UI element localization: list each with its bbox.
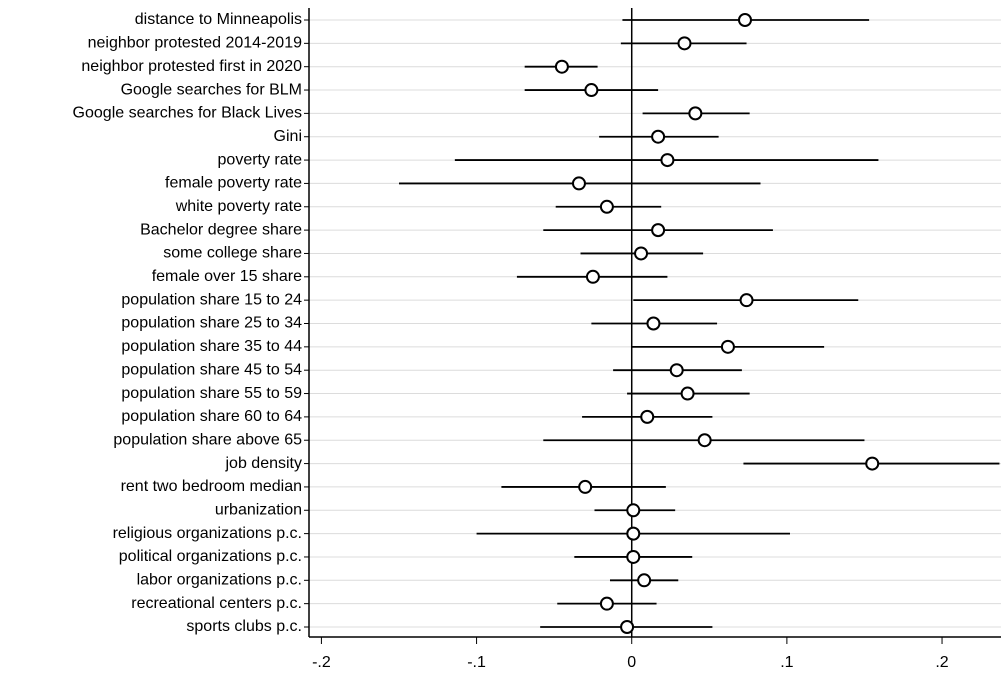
x-tick-label: -.2 <box>312 654 331 671</box>
point-estimate <box>634 246 649 261</box>
y-tick-label: population share 45 to 54 <box>121 361 302 378</box>
point-estimate <box>677 36 692 51</box>
y-tick-label: Google searches for BLM <box>121 81 302 98</box>
point-estimate <box>599 596 614 611</box>
point-estimate <box>571 176 586 191</box>
y-tick-label: white poverty rate <box>175 198 302 215</box>
point-estimate <box>720 339 735 354</box>
point-estimate <box>584 83 599 98</box>
point-estimate <box>651 129 666 144</box>
y-tick-label: neighbor protested 2014-2019 <box>88 35 302 52</box>
point-estimate <box>626 549 641 564</box>
y-tick-label: Google searches for Black Lives <box>73 105 302 122</box>
point-estimate <box>865 456 880 471</box>
point-estimate <box>646 316 661 331</box>
point-estimate <box>739 293 754 308</box>
y-tick-label: distance to Minneapolis <box>135 11 302 28</box>
y-tick-label: sports clubs p.c. <box>186 618 302 635</box>
point-estimate <box>554 59 569 74</box>
point-estimate <box>680 386 695 401</box>
x-tick-label: .1 <box>780 654 793 671</box>
y-tick-label: urbanization <box>215 501 302 518</box>
y-tick-label: female over 15 share <box>152 268 302 285</box>
y-tick-label: population share 15 to 24 <box>121 291 302 308</box>
y-tick-label: neighbor protested first in 2020 <box>81 58 302 75</box>
y-tick-label: population share 55 to 59 <box>121 385 302 402</box>
point-estimate <box>578 479 593 494</box>
point-estimate <box>626 526 641 541</box>
point-estimate <box>651 223 666 238</box>
x-tick-label: .2 <box>935 654 948 671</box>
y-tick-label: population share 25 to 34 <box>121 315 302 332</box>
y-tick-label: political organizations p.c. <box>119 548 302 565</box>
y-tick-label: some college share <box>163 245 302 262</box>
y-tick-label: Gini <box>274 128 302 145</box>
point-estimate <box>640 409 655 424</box>
y-tick-label: labor organizations p.c. <box>137 572 302 589</box>
y-tick-label: population share 35 to 44 <box>121 338 302 355</box>
point-estimate <box>626 503 641 518</box>
point-estimate <box>697 433 712 448</box>
point-estimate <box>737 13 752 27</box>
x-tick-label: -.1 <box>467 654 486 671</box>
point-estimate <box>669 363 684 378</box>
y-tick-label: religious organizations p.c. <box>113 525 302 542</box>
y-tick-label: population share above 65 <box>113 431 302 448</box>
y-tick-label: recreational centers p.c. <box>131 595 302 612</box>
point-estimate <box>585 269 600 284</box>
y-tick-label: rent two bedroom median <box>121 478 302 495</box>
y-tick-label: population share 60 to 64 <box>121 408 302 425</box>
y-tick-label: female poverty rate <box>165 175 302 192</box>
point-estimate <box>620 620 635 634</box>
point-estimate <box>637 573 652 588</box>
y-tick-label: job density <box>225 455 303 472</box>
point-estimate <box>660 153 675 168</box>
point-estimate <box>599 199 614 214</box>
x-tick-label: 0 <box>627 654 636 671</box>
y-tick-label: poverty rate <box>218 151 303 168</box>
y-tick-label: Bachelor degree share <box>140 221 302 238</box>
point-estimate <box>688 106 703 121</box>
